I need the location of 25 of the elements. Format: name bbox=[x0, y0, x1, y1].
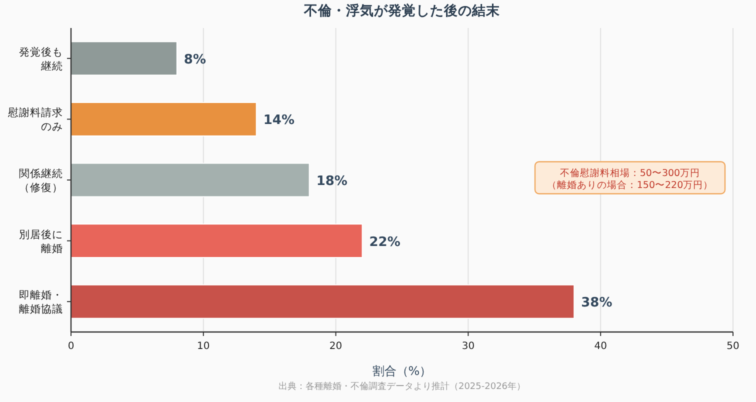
y-tick-label: 別居後に離婚 bbox=[19, 228, 63, 255]
y-tick-label: 関係継続（修復） bbox=[19, 167, 63, 194]
data-label: 22% bbox=[369, 234, 400, 250]
y-tick-label: 慰謝料請求のみ bbox=[7, 106, 63, 134]
y-tick-label: 即離婚・離婚協議 bbox=[19, 290, 63, 316]
bar bbox=[70, 224, 363, 258]
x-axis-title: 割合（%） bbox=[372, 364, 432, 378]
x-tick-label: 20 bbox=[329, 341, 342, 352]
x-tick-label: 40 bbox=[594, 341, 607, 352]
chart-title: 不倫・浮気が発覚した後の結末 bbox=[303, 2, 501, 19]
bar bbox=[70, 41, 178, 76]
bar bbox=[70, 162, 310, 198]
x-tick-label: 10 bbox=[197, 341, 210, 352]
data-label: 14% bbox=[263, 113, 294, 128]
data-label: 18% bbox=[316, 174, 348, 189]
source-note: 出典：各種離婚・不倫調査データより推計（2025-2026年） bbox=[278, 381, 526, 392]
data-label: 38% bbox=[581, 296, 612, 311]
x-tick-label: 30 bbox=[462, 341, 475, 352]
annotation: 不倫慰謝料相場：50〜300万円（離婚ありの場合：150〜220万円） bbox=[546, 166, 714, 191]
x-tick-label: 50 bbox=[726, 341, 740, 352]
bar bbox=[70, 102, 257, 136]
bar bbox=[70, 284, 575, 319]
x-tick-label: 0 bbox=[68, 341, 74, 352]
data-label: 8% bbox=[184, 52, 206, 68]
y-tick-label: 発覚後も継続 bbox=[19, 45, 63, 72]
